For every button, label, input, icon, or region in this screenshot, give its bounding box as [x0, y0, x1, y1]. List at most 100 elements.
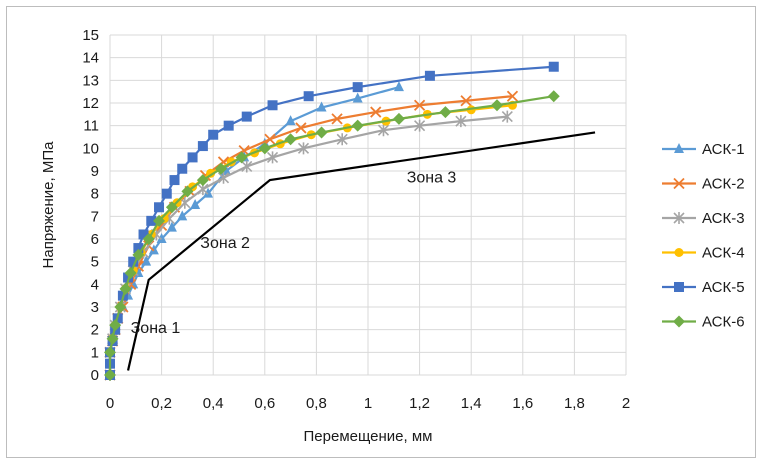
zone-label: Зона 1 — [131, 320, 181, 337]
legend-label: АСК-4 — [702, 245, 745, 262]
y-tick-label: 15 — [82, 27, 99, 44]
x-tick-label: 0 — [106, 395, 114, 412]
data-point-marker — [208, 129, 219, 140]
data-point-marker — [393, 81, 404, 92]
y-tick-label: 4 — [91, 276, 99, 293]
legend-label: АСК-3 — [702, 210, 745, 227]
y-tick-label: 14 — [82, 50, 99, 67]
data-point-marker — [187, 152, 198, 163]
data-point-marker — [352, 92, 363, 103]
data-point-marker — [142, 233, 155, 245]
data-point-marker — [501, 110, 513, 123]
zone-boundary-line — [126, 131, 596, 371]
data-point-marker — [285, 115, 296, 126]
x-tick-label: 0,8 — [306, 395, 327, 412]
x-tick-label: 1,8 — [564, 395, 585, 412]
data-point-marker — [673, 315, 685, 328]
legend-item: АСК-2 — [662, 176, 745, 193]
data-point-marker — [217, 171, 230, 184]
data-point-marker — [196, 174, 209, 187]
x-tick-label: 1 — [364, 395, 372, 412]
data-point-marker — [264, 133, 276, 145]
data-point-marker — [455, 115, 467, 128]
data-point-marker — [133, 243, 144, 254]
x-tick-label: 1,4 — [461, 395, 482, 412]
chart-frame — [6, 6, 756, 458]
data-point-marker — [297, 142, 310, 155]
data-point-marker — [266, 151, 279, 164]
zone-annotations: Зона 1 Зона 2 Зона 3 — [131, 169, 457, 337]
y-tick-label: 9 — [91, 163, 99, 180]
legend-item: АСК-6 — [662, 314, 745, 331]
data-point-marker — [153, 214, 166, 227]
x-tick-label: 0,6 — [254, 395, 275, 412]
y-tick-label: 1 — [91, 344, 99, 361]
zone-label: Зона 2 — [200, 235, 250, 252]
legend-label: АСК-1 — [702, 141, 745, 158]
data-point-marker — [190, 199, 201, 209]
data-point-marker — [161, 188, 172, 199]
data-point-marker — [223, 120, 234, 131]
y-tick-label: 2 — [91, 322, 99, 339]
data-point-marker — [156, 233, 167, 243]
data-point-marker — [674, 282, 684, 292]
data-point-marker — [315, 126, 328, 139]
data-point-marker — [674, 248, 684, 257]
legend-label: АСК-5 — [702, 279, 745, 296]
data-point-marker — [331, 113, 343, 125]
y-tick-label: 7 — [91, 208, 99, 225]
y-tick-label: 12 — [82, 95, 99, 112]
data-point-marker — [181, 185, 194, 198]
y-axis-title: Напряжение, МПа — [40, 141, 57, 269]
data-point-marker — [214, 162, 227, 175]
data-point-marker — [674, 143, 684, 153]
data-point-marker — [439, 106, 452, 119]
data-point-marker — [267, 100, 278, 111]
data-point-marker — [138, 229, 149, 240]
data-point-marker — [392, 112, 405, 125]
data-point-marker — [166, 221, 177, 232]
data-point-marker — [336, 133, 348, 146]
data-point-marker — [491, 99, 503, 112]
data-point-marker — [351, 119, 364, 132]
data-point-marker — [352, 82, 363, 93]
data-point-marker — [177, 210, 188, 221]
data-point-marker — [673, 212, 685, 224]
y-tick-label: 13 — [82, 72, 99, 89]
data-point-marker — [370, 106, 382, 118]
legend-label: АСК-2 — [702, 176, 745, 193]
data-point-marker — [241, 111, 252, 122]
data-point-marker — [119, 282, 132, 295]
data-point-marker — [414, 119, 426, 132]
data-point-marker — [203, 187, 214, 198]
data-point-marker — [128, 256, 139, 267]
legend-item: АСК-3 — [662, 210, 745, 227]
grid — [109, 34, 627, 376]
y-tick-label: 6 — [91, 231, 99, 248]
data-point-marker — [169, 175, 180, 186]
data-point-marker — [548, 61, 559, 72]
data-point-marker — [316, 101, 327, 112]
legend-item: АСК-5 — [662, 279, 745, 296]
data-point-marker — [124, 267, 137, 279]
data-point-marker — [547, 90, 560, 103]
data-point-marker — [154, 202, 165, 213]
data-point-marker — [284, 133, 297, 146]
data-point-marker — [303, 91, 314, 102]
y-tick-label: 11 — [83, 118, 99, 135]
y-tick-label: 3 — [91, 299, 99, 316]
data-point-marker — [413, 99, 426, 111]
legend-item: АСК-1 — [662, 141, 745, 158]
x-tick-label: 1,2 — [409, 395, 430, 412]
x-tick-label: 0,4 — [203, 395, 224, 412]
data-point-marker — [673, 177, 685, 190]
data-point-marker — [106, 332, 119, 345]
data-point-marker — [114, 301, 127, 313]
data-point-marker — [132, 248, 145, 261]
data-point-marker — [148, 244, 159, 255]
data-series — [104, 61, 560, 381]
data-point-marker — [241, 160, 253, 173]
x-axis-title: Перемещение, мм — [304, 428, 433, 445]
zone-line — [126, 131, 596, 371]
